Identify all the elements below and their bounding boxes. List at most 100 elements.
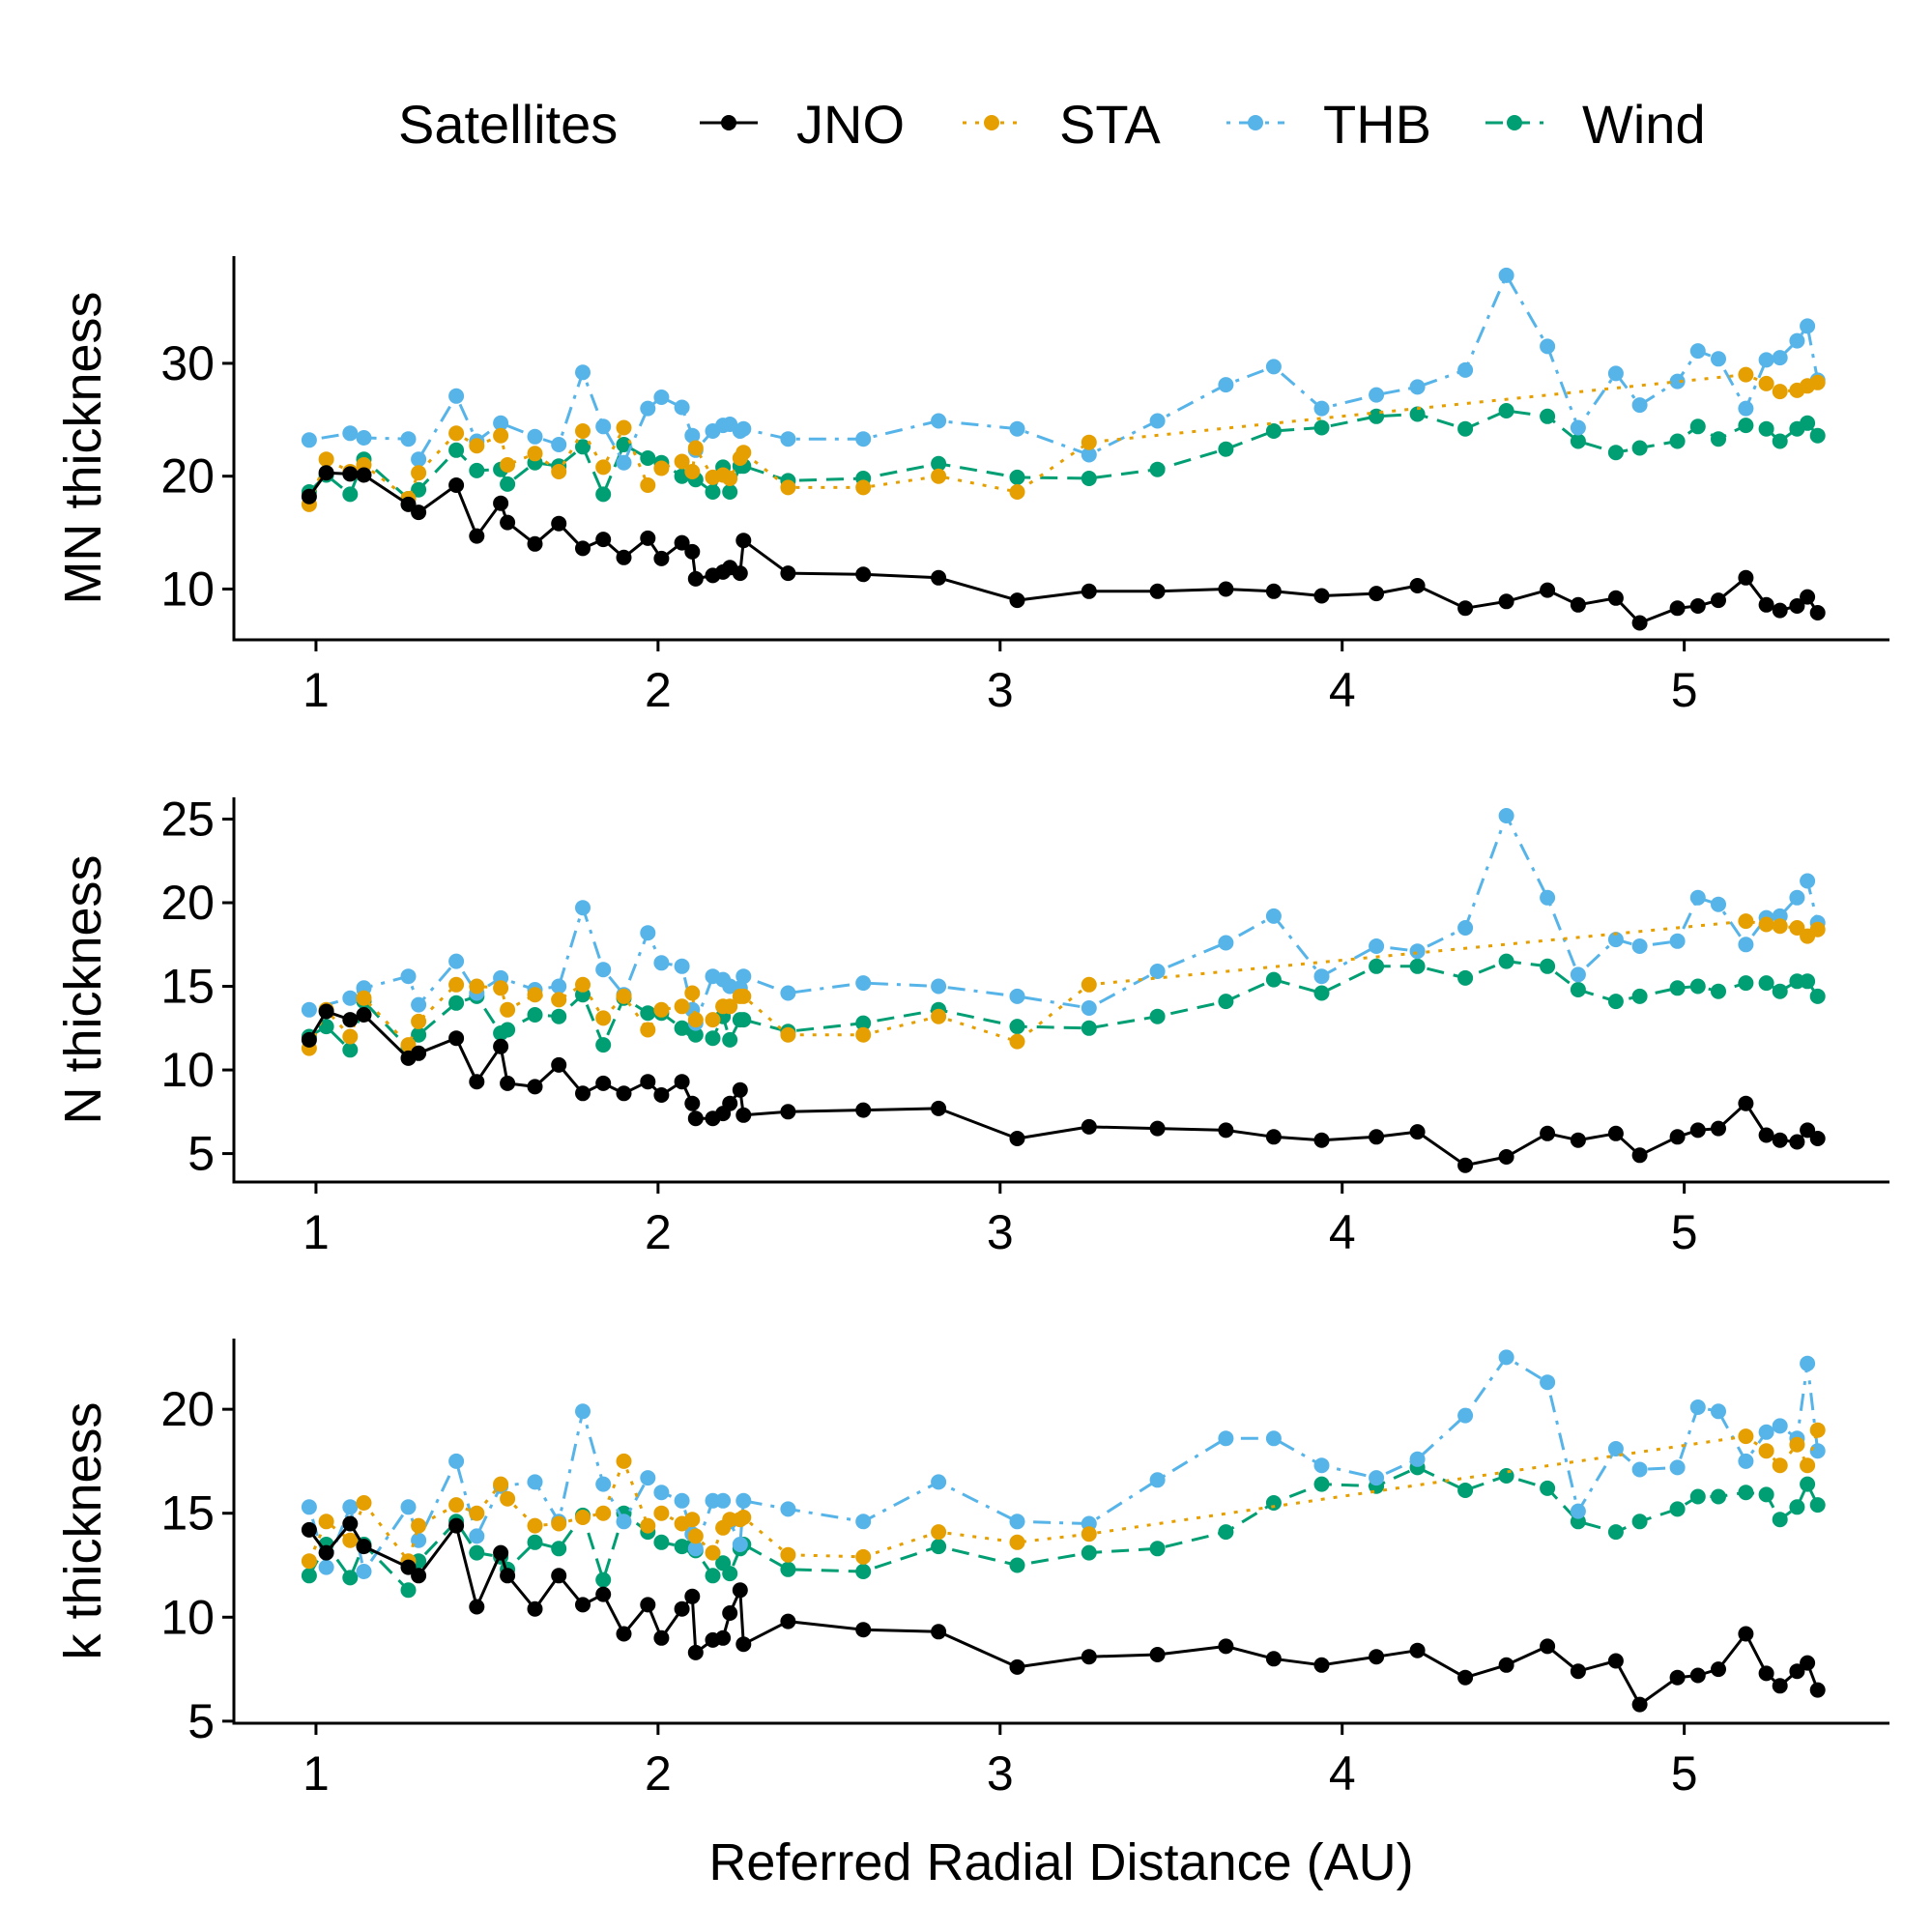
data-point: [1498, 808, 1514, 823]
data-point: [1009, 1658, 1025, 1675]
data-point: [653, 1485, 670, 1501]
data-point: [1409, 578, 1426, 593]
data-point: [1081, 1544, 1097, 1561]
data-point: [1800, 1122, 1816, 1139]
legend-key-point: [984, 115, 999, 130]
data-point: [1313, 400, 1330, 417]
data-point: [1369, 938, 1385, 954]
data-point: [469, 1505, 485, 1521]
data-point: [342, 1532, 359, 1548]
data-point: [855, 1548, 872, 1565]
data-point: [500, 1075, 516, 1091]
data-point: [640, 400, 656, 417]
data-point: [1009, 988, 1025, 1004]
data-point: [705, 1012, 721, 1028]
data-point: [1738, 1453, 1754, 1469]
data-point: [1081, 976, 1097, 993]
data-point: [1457, 600, 1474, 617]
data-point: [1009, 469, 1025, 485]
x-tick-label: 5: [1671, 1746, 1698, 1801]
data-point: [1800, 1355, 1816, 1371]
data-point: [931, 1539, 947, 1555]
data-point: [1711, 592, 1726, 609]
data-point: [1009, 1534, 1025, 1550]
data-point: [1689, 343, 1706, 360]
data-point: [1800, 873, 1816, 889]
data-point: [1669, 1501, 1686, 1517]
data-point: [411, 1045, 427, 1061]
data-point: [1409, 958, 1426, 974]
data-point: [616, 549, 632, 565]
data-point: [732, 1582, 748, 1599]
x-tick-label: 3: [987, 1746, 1014, 1801]
data-point: [1772, 433, 1788, 449]
data-point: [1009, 1557, 1025, 1573]
data-point: [400, 1499, 417, 1515]
data-point: [1631, 1514, 1648, 1530]
data-point: [1498, 1468, 1514, 1484]
data-point: [595, 1037, 612, 1053]
data-point: [1689, 1667, 1706, 1684]
data-point: [684, 1588, 701, 1604]
y-tick-label: 15: [160, 1486, 215, 1541]
data-point: [616, 454, 632, 471]
data-point: [1409, 379, 1426, 395]
y-tick-label: 20: [160, 1382, 215, 1436]
data-point: [684, 1095, 701, 1111]
data-point: [342, 486, 359, 503]
data-point: [1689, 598, 1706, 614]
data-point: [640, 450, 656, 466]
data-point: [1631, 1147, 1648, 1164]
data-point: [469, 1074, 485, 1090]
data-point: [342, 1028, 359, 1045]
data-point: [1800, 318, 1816, 334]
data-point: [595, 486, 612, 503]
data-point: [1711, 896, 1726, 912]
data-point: [1457, 1483, 1474, 1498]
data-point: [1265, 423, 1282, 439]
data-point: [653, 1505, 670, 1521]
data-point: [1711, 1488, 1726, 1505]
data-point: [1498, 1149, 1514, 1165]
data-point: [1789, 920, 1805, 936]
data-point: [1669, 933, 1686, 949]
data-point: [595, 1476, 612, 1492]
data-point: [1809, 374, 1826, 390]
data-point: [595, 532, 612, 548]
data-point: [301, 488, 317, 505]
data-point: [931, 1524, 947, 1541]
data-point: [1081, 447, 1097, 463]
data-point: [705, 1568, 721, 1584]
series-jno: [301, 1515, 1826, 1713]
data-point: [1570, 1503, 1586, 1519]
data-point: [674, 958, 690, 974]
data-point: [616, 988, 632, 1004]
data-point: [301, 432, 317, 448]
data-point: [527, 428, 543, 445]
data-point: [356, 430, 372, 446]
data-point: [855, 566, 872, 583]
data-point: [1631, 1461, 1648, 1478]
data-point: [1758, 1424, 1774, 1440]
data-point: [448, 976, 465, 993]
data-point: [1149, 1647, 1166, 1662]
data-point: [551, 437, 567, 452]
legend-item-wind: Wind: [1485, 94, 1706, 155]
data-point: [1800, 589, 1816, 605]
data-point: [595, 418, 612, 435]
data-point: [1772, 1418, 1788, 1434]
data-point: [1570, 966, 1586, 983]
data-point: [735, 968, 752, 985]
data-point: [616, 419, 632, 436]
data-point: [342, 1042, 359, 1058]
data-point: [1809, 1682, 1826, 1698]
data-point: [1689, 889, 1706, 906]
data-point: [493, 980, 509, 996]
data-point: [301, 1521, 317, 1538]
data-point: [855, 1564, 872, 1579]
data-point: [684, 427, 701, 444]
series-thb: [301, 267, 1826, 471]
data-point: [448, 1453, 465, 1469]
data-point: [527, 1600, 543, 1617]
